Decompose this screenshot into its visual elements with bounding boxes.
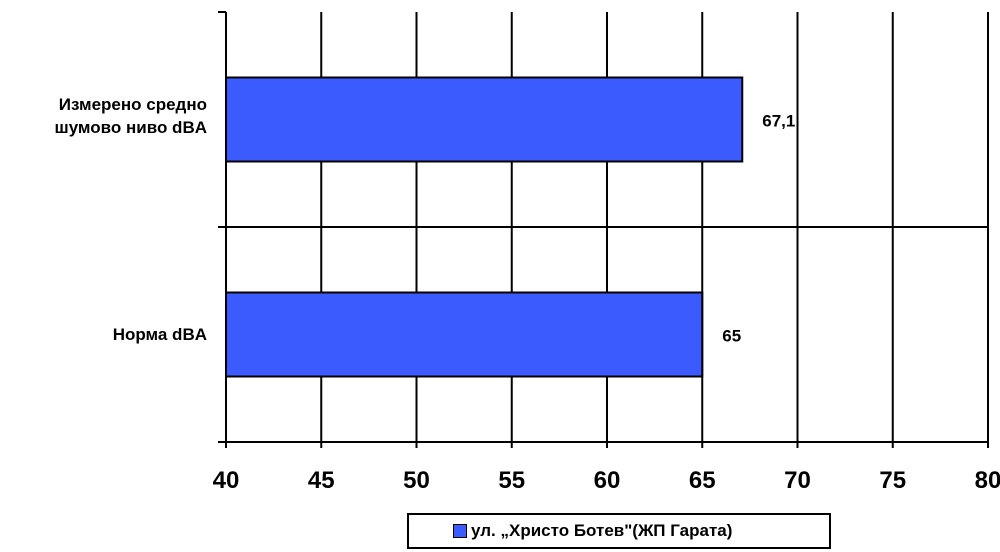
bar-data-label: 67,1	[762, 112, 795, 131]
bar	[225, 291, 704, 378]
x-tick-label: 65	[689, 467, 716, 494]
legend-series-label: ул. „Христо Ботев"(ЖП Гарата)	[471, 521, 733, 540]
x-tick-label: 60	[594, 467, 621, 494]
x-tick-label: 55	[498, 467, 525, 494]
legend-swatch	[453, 524, 467, 538]
legend: ул. „Христо Ботев"(ЖП Гарата)	[407, 513, 831, 549]
bar-data-label: 65	[722, 327, 741, 346]
category-label-measured: Измерено средно шумово ниво dBA	[54, 95, 207, 137]
x-tick-label: 45	[308, 467, 335, 494]
x-tick-label: 40	[213, 467, 240, 494]
x-tick-label: 70	[784, 467, 811, 494]
x-tick-label: 80	[975, 467, 1000, 494]
bars-layer	[225, 76, 744, 378]
x-tick-label: 75	[879, 467, 906, 494]
x-tick-label: 50	[403, 467, 430, 494]
labels-layer: 40 45 50 55 60 65 70 75 80 67,1 65	[213, 112, 1000, 495]
bar	[225, 76, 744, 163]
category-label-norm: Норма dBA	[112, 325, 207, 344]
